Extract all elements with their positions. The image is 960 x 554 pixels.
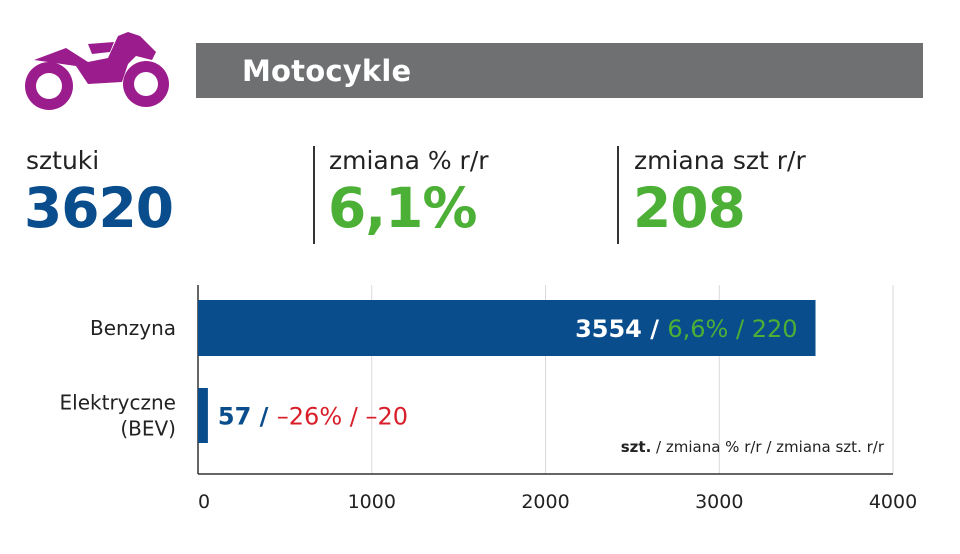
bar-data-label: 3554 / 6,6% / 220 — [575, 315, 797, 343]
stat-abs-change-value: 208 — [633, 176, 746, 240]
x-tick-label: 1000 — [348, 491, 396, 513]
stat-abs-change-label: zmiana szt r/r — [634, 146, 806, 175]
stat-divider — [617, 146, 619, 244]
chart-legend: szt. / zmiana % r/r / zmiana szt. r/r — [621, 438, 885, 456]
x-tick-label: 3000 — [695, 491, 743, 513]
stat-divider — [313, 146, 315, 244]
bar — [198, 300, 816, 356]
stat-pct-change-label: zmiana % r/r — [329, 146, 489, 175]
stat-units-value: 3620 — [24, 176, 174, 240]
motorcycle-icon — [25, 32, 169, 110]
x-tick-label: 2000 — [521, 491, 569, 513]
title-bar: Motocykle — [196, 43, 923, 98]
bar — [198, 388, 208, 443]
stat-pct-change-value: 6,1% — [328, 176, 478, 240]
page-title: Motocykle — [242, 54, 412, 88]
stat-units-label: sztuki — [26, 146, 100, 175]
bar-data-label: 57 / –26% / –20 — [218, 403, 408, 431]
category-label: Elektryczne (BEV) — [60, 391, 176, 441]
x-tick-label: 0 — [198, 491, 210, 513]
category-label: Benzyna — [90, 316, 176, 340]
x-tick-label: 4000 — [869, 491, 917, 513]
